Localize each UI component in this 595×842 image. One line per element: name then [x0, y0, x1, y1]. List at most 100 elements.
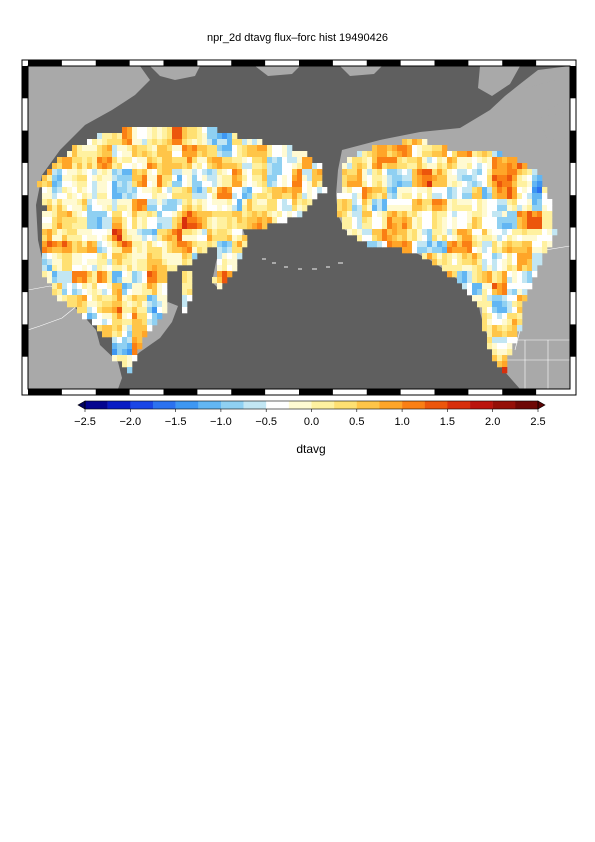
data-cell: [152, 313, 158, 320]
data-cell: [512, 205, 518, 212]
data-cell: [117, 259, 123, 266]
data-cell: [152, 235, 158, 242]
data-cell: [392, 181, 398, 188]
data-cell: [242, 193, 248, 200]
data-cell: [232, 163, 238, 170]
data-cell: [272, 187, 278, 194]
data-cell: [222, 151, 228, 158]
data-cell: [342, 163, 348, 170]
data-cell: [512, 217, 518, 224]
data-cell: [462, 151, 468, 158]
data-cell: [392, 157, 398, 164]
data-cell: [407, 151, 413, 158]
data-cell: [462, 163, 468, 170]
data-cell: [162, 295, 168, 302]
data-cell: [527, 277, 533, 284]
data-cell: [152, 145, 158, 152]
data-cell: [57, 283, 63, 290]
data-cell: [537, 175, 543, 182]
data-cell: [512, 331, 518, 338]
data-cell: [417, 181, 423, 188]
data-cell: [127, 151, 133, 158]
data-cell: [517, 163, 523, 170]
data-cell: [127, 241, 133, 248]
data-cell: [102, 145, 108, 152]
data-cell: [437, 151, 443, 158]
data-cell: [142, 319, 148, 326]
data-cell: [82, 169, 88, 176]
data-cell: [67, 271, 73, 278]
data-cell: [107, 211, 113, 218]
data-cell: [137, 271, 143, 278]
data-cell: [457, 205, 463, 212]
data-cell: [462, 271, 468, 278]
data-cell: [437, 199, 443, 206]
data-cell: [97, 223, 103, 230]
data-cell: [467, 175, 473, 182]
data-cell: [367, 175, 373, 182]
data-cell: [487, 199, 493, 206]
data-cell: [117, 301, 123, 308]
data-cell: [77, 217, 83, 224]
data-cell: [277, 205, 283, 212]
data-cell: [432, 223, 438, 230]
data-cell: [87, 289, 93, 296]
data-cell: [207, 235, 213, 242]
data-cell: [102, 229, 108, 236]
data-cell: [377, 211, 383, 218]
data-cell: [512, 289, 518, 296]
data-cell: [202, 145, 208, 152]
data-cell: [142, 301, 148, 308]
data-cell: [47, 181, 53, 188]
data-cell: [97, 169, 103, 176]
data-cell: [317, 169, 323, 176]
data-cell: [542, 241, 548, 248]
data-cell: [112, 295, 118, 302]
data-cell: [237, 157, 243, 164]
data-cell: [477, 199, 483, 206]
data-cell: [522, 265, 528, 272]
data-cell: [467, 217, 473, 224]
data-cell: [172, 199, 178, 206]
data-cell: [422, 139, 428, 146]
data-cell: [107, 151, 113, 158]
data-cell: [87, 157, 93, 164]
data-cell: [352, 157, 358, 164]
data-cell: [122, 295, 128, 302]
data-cell: [407, 223, 413, 230]
data-cell: [57, 169, 63, 176]
data-cell: [117, 283, 123, 290]
data-cell: [447, 163, 453, 170]
data-cell: [107, 223, 113, 230]
colorbar-swatch: [152, 401, 176, 409]
data-cell: [347, 169, 353, 176]
data-cell: [197, 211, 203, 218]
data-cell: [192, 163, 198, 170]
data-cell: [457, 223, 463, 230]
data-cell: [72, 271, 78, 278]
data-cell: [502, 199, 508, 206]
data-cell: [267, 205, 273, 212]
data-cell: [347, 223, 353, 230]
data-cell: [202, 211, 208, 218]
data-cell: [207, 199, 213, 206]
data-cell: [522, 175, 528, 182]
data-cell: [442, 193, 448, 200]
data-cell: [62, 277, 68, 284]
data-cell: [542, 235, 548, 242]
colorbar-swatch: [402, 401, 425, 409]
data-cell: [62, 211, 68, 218]
data-cell: [67, 229, 73, 236]
data-cell: [122, 301, 128, 308]
data-cell: [342, 211, 348, 218]
colorbar-tick-label: 1.5: [440, 416, 455, 428]
data-cell: [537, 235, 543, 242]
data-cell: [382, 229, 388, 236]
data-cell: [382, 175, 388, 182]
data-cell: [397, 175, 403, 182]
frame-tick: [28, 389, 62, 395]
data-cell: [142, 289, 148, 296]
data-cell: [307, 193, 313, 200]
data-cell: [302, 187, 308, 194]
data-cell: [502, 259, 508, 266]
